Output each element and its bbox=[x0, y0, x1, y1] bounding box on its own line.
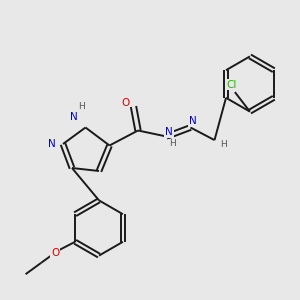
Text: O: O bbox=[51, 248, 59, 258]
Text: O: O bbox=[121, 98, 129, 109]
Text: N: N bbox=[70, 112, 77, 122]
Text: N: N bbox=[48, 139, 56, 149]
Text: H: H bbox=[169, 140, 176, 148]
Text: N: N bbox=[165, 127, 173, 137]
Text: Cl: Cl bbox=[226, 80, 236, 90]
Text: H: H bbox=[220, 140, 227, 149]
Text: N: N bbox=[189, 116, 197, 127]
Text: H: H bbox=[79, 102, 85, 111]
